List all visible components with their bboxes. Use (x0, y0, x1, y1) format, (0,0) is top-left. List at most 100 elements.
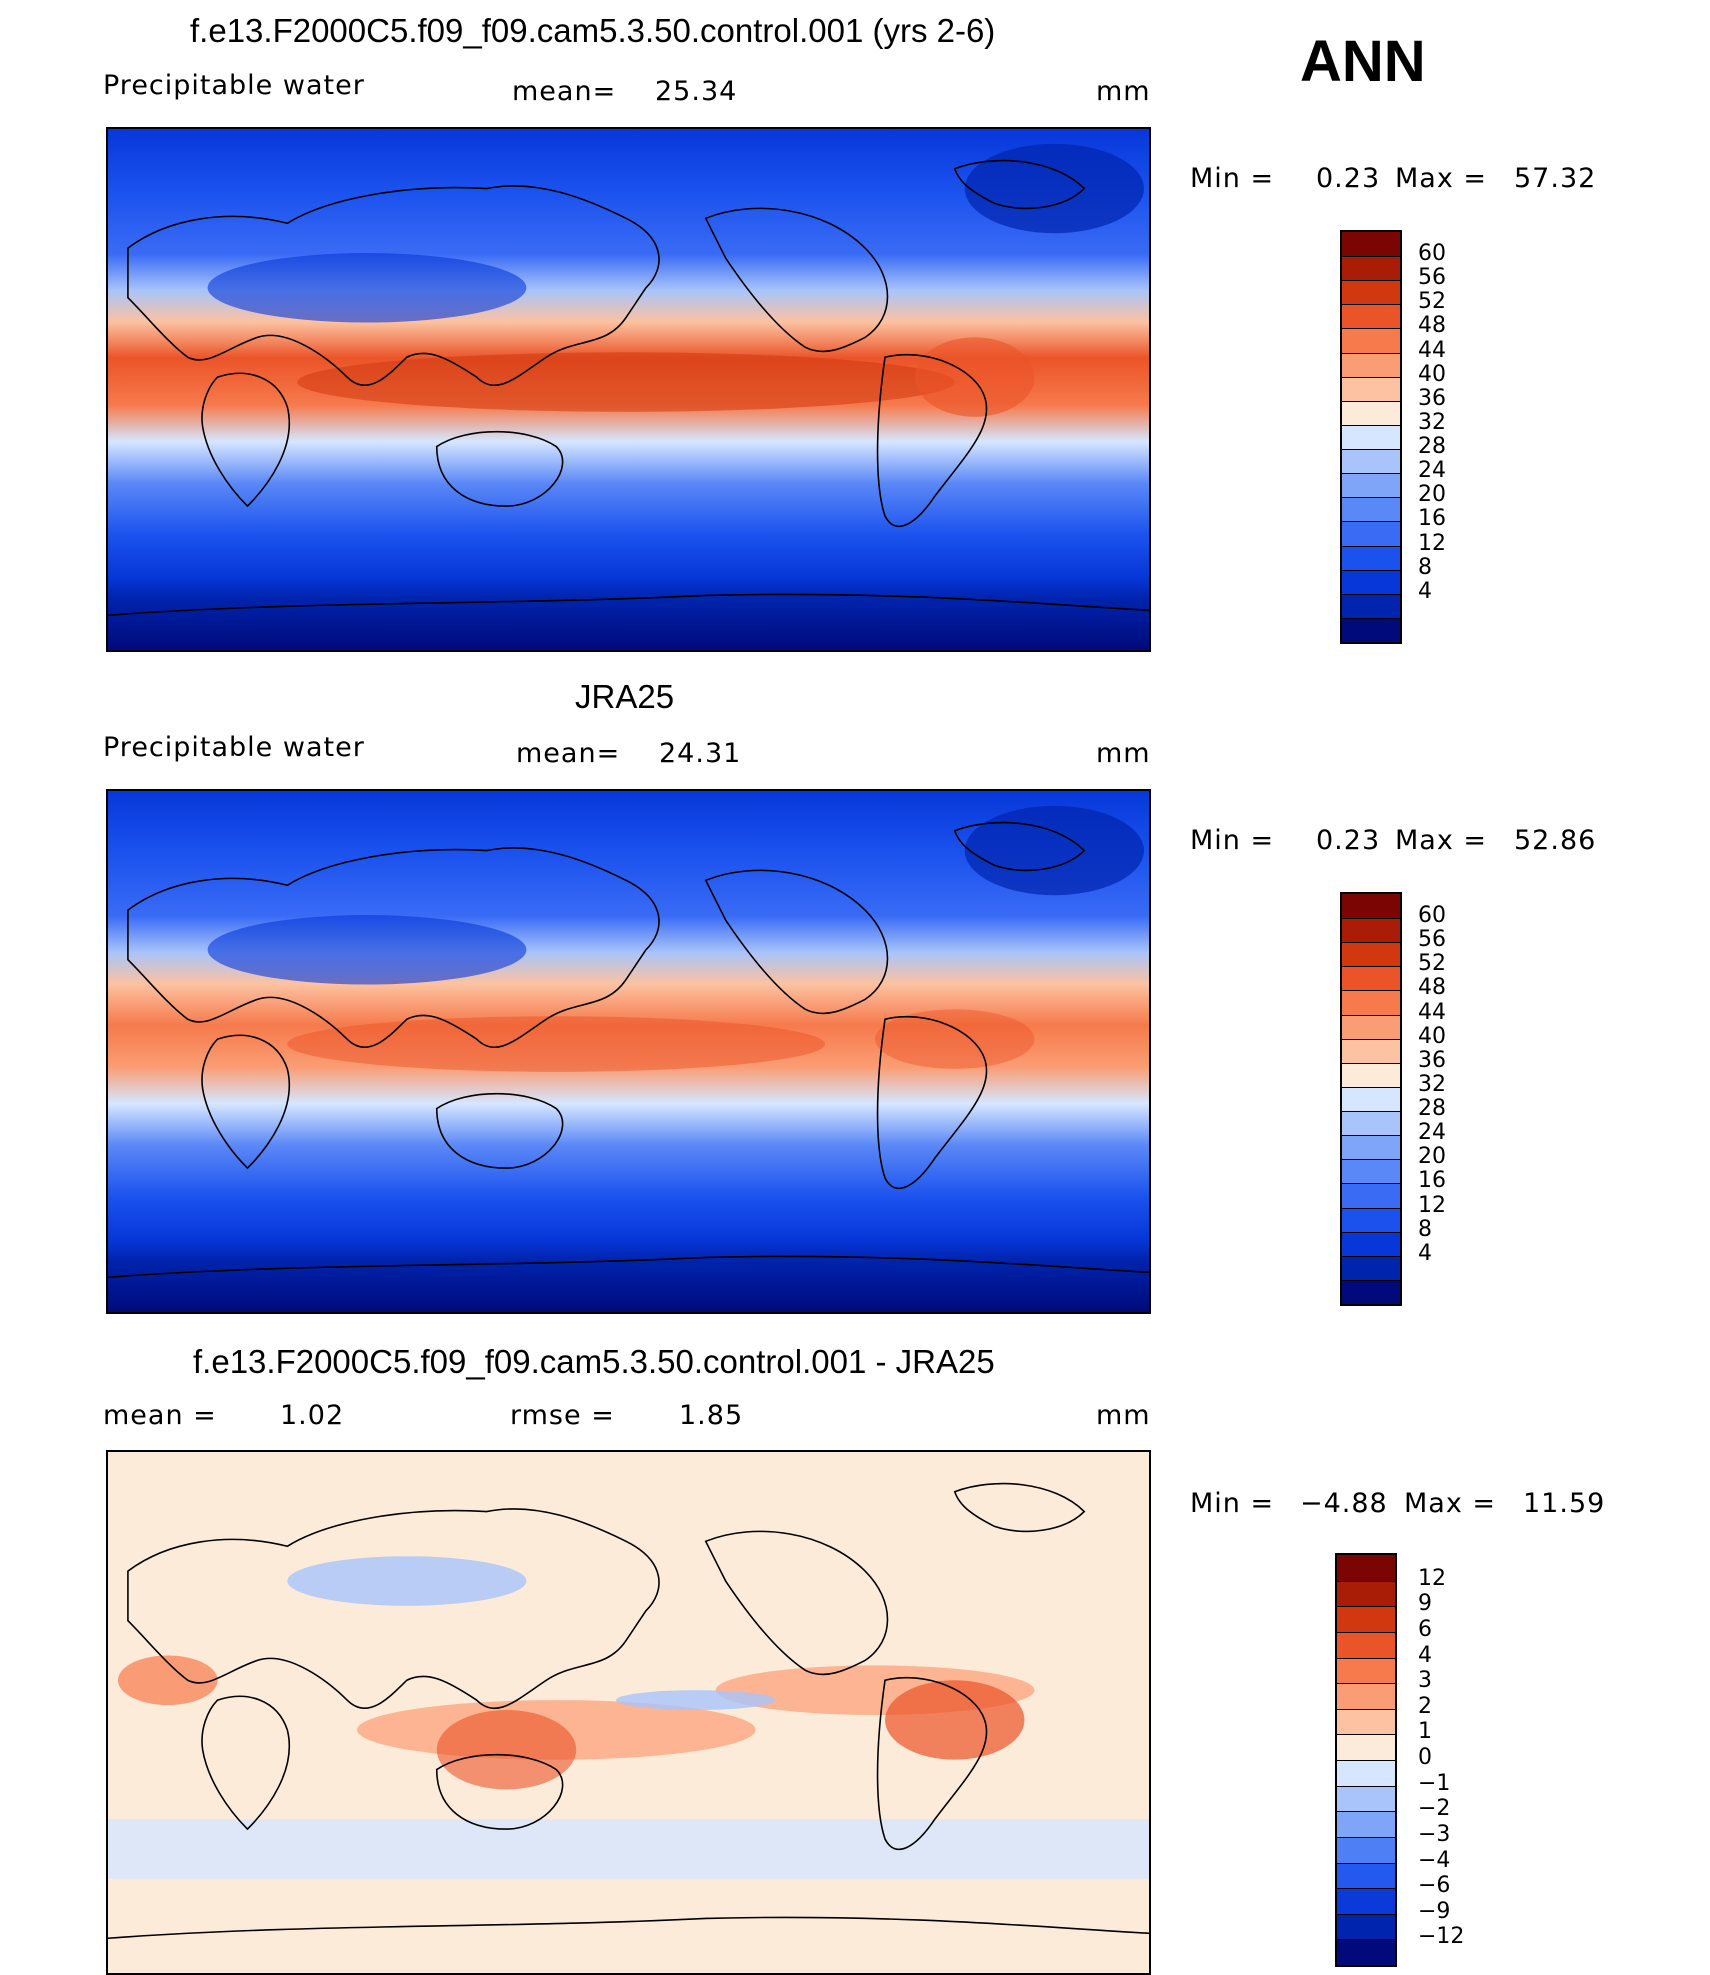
panel-3-units: mm (1096, 1400, 1151, 1431)
colorbar-box (1342, 569, 1400, 594)
panel-1-variable-label: Precipitable water (103, 70, 365, 101)
colorbar-box (1337, 1862, 1395, 1889)
colorbar-tick-label: −6 (1418, 1873, 1451, 1899)
panel-3-coastlines (108, 1482, 1149, 1940)
panel-3-map-field (108, 1452, 1149, 1973)
colorbar-tick-label: 20 (1418, 1144, 1446, 1170)
colorbar-tick-label: 1 (1418, 1719, 1432, 1745)
colorbar-box (1337, 1734, 1395, 1760)
colorbar-box (1342, 990, 1400, 1015)
colorbar-tick-label: −3 (1418, 1821, 1451, 1847)
colorbar-box (1337, 1913, 1395, 1940)
panel-2-mean-label: mean= (516, 738, 621, 769)
colorbar-tick-label: 0 (1418, 1745, 1432, 1770)
colorbar-tick-label: 56 (1418, 927, 1446, 953)
panel-3-max-label: Max = (1404, 1488, 1497, 1519)
panel-3-mean-value: 1.02 (280, 1400, 345, 1431)
colorbar-box (1337, 1708, 1395, 1735)
colorbar-box (1337, 1811, 1395, 1837)
colorbar-tick-label: 48 (1418, 313, 1446, 339)
colorbar-box (1342, 1207, 1400, 1232)
colorbar-tick-label: 4 (1418, 1240, 1432, 1266)
colorbar-box (1342, 545, 1400, 570)
colorbar-tick-label: −4 (1418, 1847, 1451, 1873)
colorbar-tick-label: 28 (1418, 1096, 1446, 1122)
colorbar-box (1342, 617, 1400, 642)
colorbar-box (1337, 1657, 1395, 1684)
colorbar-box (1342, 449, 1400, 474)
colorbar-tick-label: 20 (1418, 482, 1446, 508)
colorbar-box (1342, 942, 1400, 967)
panel-2-units: mm (1096, 738, 1151, 769)
panel-2-min-value: 0.23 (1316, 825, 1381, 856)
panel-3-rmse-label: rmse = (510, 1400, 615, 1431)
panel-2-min-label: Min = (1190, 825, 1275, 856)
panel-2-colorbar-ticks: 60 56 52 48 44 40 36 32 28 24 20 16 12 8 4 (1418, 892, 1478, 1306)
colorbar-box (1342, 400, 1400, 425)
colorbar-tick-label: 40 (1418, 1023, 1446, 1049)
colorbar-tick-label: 60 (1418, 903, 1446, 929)
colorbar-box (1337, 1836, 1395, 1863)
colorbar-box (1342, 1231, 1400, 1256)
colorbar-box (1342, 593, 1400, 618)
colorbar-tick-label: 32 (1418, 409, 1446, 435)
colorbar-tick-label: 16 (1418, 1168, 1446, 1194)
panel-2-max-value: 52.86 (1514, 825, 1597, 856)
colorbar-box (1342, 1086, 1400, 1112)
panel-1-mean-value: 25.34 (655, 76, 738, 107)
panel-3-max-value: 11.59 (1523, 1488, 1606, 1519)
colorbar-box (1337, 1939, 1395, 1965)
colorbar-tick-label: 40 (1418, 361, 1446, 387)
colorbar-tick-label: 8 (1418, 1216, 1432, 1242)
season-label: ANN (1300, 29, 1426, 94)
colorbar-tick-label: 56 (1418, 265, 1446, 291)
colorbar-tick-label: 36 (1418, 1047, 1446, 1073)
colorbar-tick-label: 44 (1418, 999, 1446, 1025)
colorbar-tick-label: 9 (1418, 1591, 1432, 1617)
colorbar-box (1342, 1111, 1400, 1136)
colorbar-box (1337, 1683, 1395, 1709)
colorbar-tick-label: 4 (1418, 1642, 1432, 1668)
colorbar-box (1342, 894, 1400, 919)
panel-1-map-field (108, 129, 1149, 650)
panel-1-units: mm (1096, 76, 1151, 107)
colorbar-box (1342, 1279, 1400, 1304)
colorbar-box (1337, 1580, 1395, 1607)
panel-2-map-field (108, 791, 1149, 1312)
colorbar-tick-label: 52 (1418, 289, 1446, 315)
panel-1-max-label: Max = (1395, 163, 1488, 194)
panel-2-variable-label: Precipitable water (103, 732, 365, 763)
colorbar-tick-label: 44 (1418, 337, 1446, 363)
colorbar-tick-label: 48 (1418, 975, 1446, 1001)
colorbar-tick-label: −9 (1418, 1898, 1451, 1924)
colorbar-box (1342, 304, 1400, 329)
colorbar-box (1342, 376, 1400, 401)
panel-3-mean-label: mean = (103, 1400, 217, 1431)
panel-1-colorbar (1340, 230, 1402, 644)
colorbar-box (1342, 280, 1400, 305)
colorbar-tick-label: 12 (1418, 1192, 1446, 1218)
colorbar-box (1337, 1555, 1395, 1581)
colorbar-tick-label: −1 (1418, 1770, 1451, 1796)
panel-1-map (106, 127, 1151, 652)
colorbar-box (1337, 1785, 1395, 1812)
colorbar-box (1342, 473, 1400, 498)
colorbar-tick-label: 16 (1418, 506, 1446, 532)
panel-3-min-value: −4.88 (1300, 1488, 1388, 1519)
colorbar-box (1342, 1135, 1400, 1160)
colorbar-tick-label: 24 (1418, 458, 1446, 484)
panel-3-rmse-value: 1.85 (679, 1400, 744, 1431)
colorbar-tick-label: −12 (1418, 1924, 1465, 1950)
colorbar-tick-label: 12 (1418, 1565, 1446, 1591)
colorbar-box (1342, 1062, 1400, 1087)
colorbar-box (1337, 1606, 1395, 1632)
colorbar-tick-label: 4 (1418, 578, 1432, 604)
panel-3-colorbar (1335, 1553, 1397, 1967)
colorbar-box (1342, 424, 1400, 450)
panel-2-colorbar (1340, 892, 1402, 1306)
colorbar-box (1342, 497, 1400, 522)
colorbar-box (1342, 1014, 1400, 1039)
colorbar-tick-label: 3 (1418, 1668, 1432, 1694)
colorbar-box (1342, 1183, 1400, 1208)
panel-1-max-value: 57.32 (1514, 163, 1597, 194)
